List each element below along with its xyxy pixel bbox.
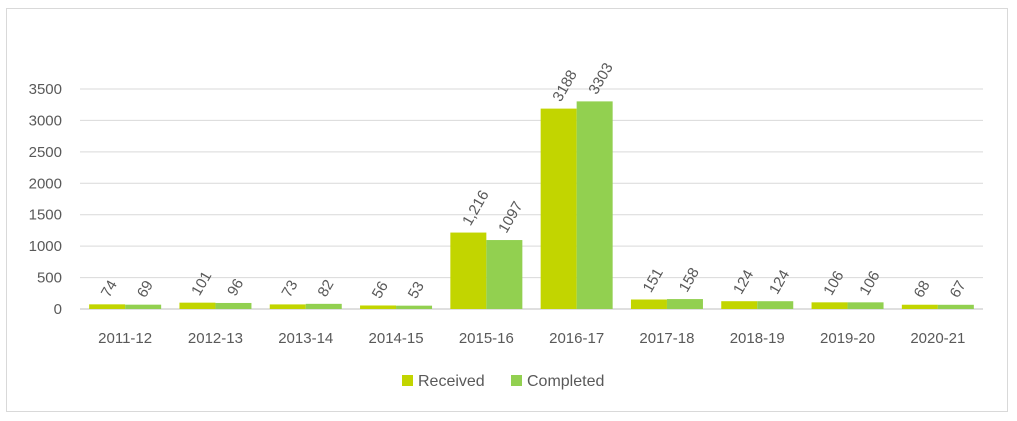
x-tick-label: 2016-17 bbox=[549, 330, 604, 347]
bar-completed bbox=[486, 240, 523, 309]
y-tick-label: 500 bbox=[37, 270, 62, 287]
y-tick-label: 2000 bbox=[29, 175, 62, 192]
data-label: 53 bbox=[405, 279, 428, 302]
bar-received bbox=[540, 108, 577, 310]
x-tick-label: 2013-14 bbox=[278, 330, 333, 347]
bar-received bbox=[450, 232, 487, 309]
bar-received bbox=[630, 299, 667, 309]
legend-swatch-completed bbox=[511, 375, 522, 386]
bar-received bbox=[360, 305, 397, 309]
bar-completed bbox=[125, 304, 162, 309]
bar-received bbox=[811, 302, 848, 309]
data-label: 124 bbox=[766, 267, 793, 297]
bar-completed bbox=[757, 301, 794, 309]
x-tick-label: 2015-16 bbox=[459, 330, 514, 347]
bar-received bbox=[901, 304, 938, 309]
y-tick-label: 3000 bbox=[29, 112, 62, 129]
data-label: 3188 bbox=[549, 67, 580, 104]
y-tick-label: 0 bbox=[54, 301, 62, 318]
bar-completed bbox=[937, 304, 974, 309]
legend-label-completed: Completed bbox=[527, 373, 604, 390]
x-tick-label: 2017-18 bbox=[639, 330, 694, 347]
legend-label-received: Received bbox=[418, 373, 485, 390]
y-tick-label: 3500 bbox=[29, 81, 62, 98]
data-label: 68 bbox=[911, 278, 934, 301]
x-axis: 2011-12 2012-13 2013-14 2014-15 2015-16 2016-… bbox=[98, 330, 965, 347]
data-label: 56 bbox=[369, 279, 392, 302]
y-tick-label: 2500 bbox=[29, 144, 62, 161]
bar-completed bbox=[666, 299, 703, 309]
x-tick-label: 2020-21 bbox=[910, 330, 965, 347]
bar-completed bbox=[576, 101, 613, 309]
x-tick-label: 2014-15 bbox=[369, 330, 424, 347]
bar-received bbox=[721, 301, 758, 309]
y-tick-label: 1000 bbox=[29, 238, 62, 255]
legend-swatch-received bbox=[402, 375, 413, 386]
data-label: 73 bbox=[278, 277, 301, 300]
data-label: 158 bbox=[676, 265, 703, 295]
data-label: 69 bbox=[134, 278, 157, 301]
bar-completed bbox=[396, 305, 433, 309]
data-label: 67 bbox=[947, 278, 970, 301]
data-label: 96 bbox=[224, 276, 247, 299]
data-label: 151 bbox=[640, 265, 667, 295]
x-tick-label: 2019-20 bbox=[820, 330, 875, 347]
data-label: 101 bbox=[188, 268, 215, 298]
data-label: 124 bbox=[730, 267, 757, 297]
data-label: 1097 bbox=[495, 199, 526, 236]
bar-completed bbox=[305, 303, 342, 309]
bar-completed bbox=[847, 302, 884, 309]
bar-completed bbox=[215, 302, 252, 309]
data-label: 74 bbox=[98, 277, 121, 300]
y-axis: 0 500 1000 1500 2000 2500 3000 3500 bbox=[29, 81, 62, 318]
legend: Received Completed bbox=[402, 373, 604, 390]
x-tick-label: 2012-13 bbox=[188, 330, 243, 347]
data-label: 3303 bbox=[585, 60, 616, 97]
data-label: 82 bbox=[314, 277, 337, 300]
bar-received bbox=[89, 304, 126, 309]
data-label: 1,216 bbox=[459, 188, 492, 229]
bars bbox=[89, 101, 974, 310]
gridlines bbox=[80, 88, 983, 310]
data-label: 106 bbox=[856, 268, 883, 298]
chart-frame bbox=[6, 8, 1008, 412]
x-tick-label: 2011-12 bbox=[98, 330, 152, 347]
bar-received bbox=[179, 302, 216, 309]
x-tick-label: 2018-19 bbox=[730, 330, 785, 347]
bar-received bbox=[269, 304, 306, 309]
data-labels: 74 69 101 96 73 82 56 53 1,216 1097 3188 3303 151 158… bbox=[98, 60, 970, 302]
data-label: 106 bbox=[820, 268, 847, 298]
y-tick-label: 1500 bbox=[29, 207, 62, 224]
